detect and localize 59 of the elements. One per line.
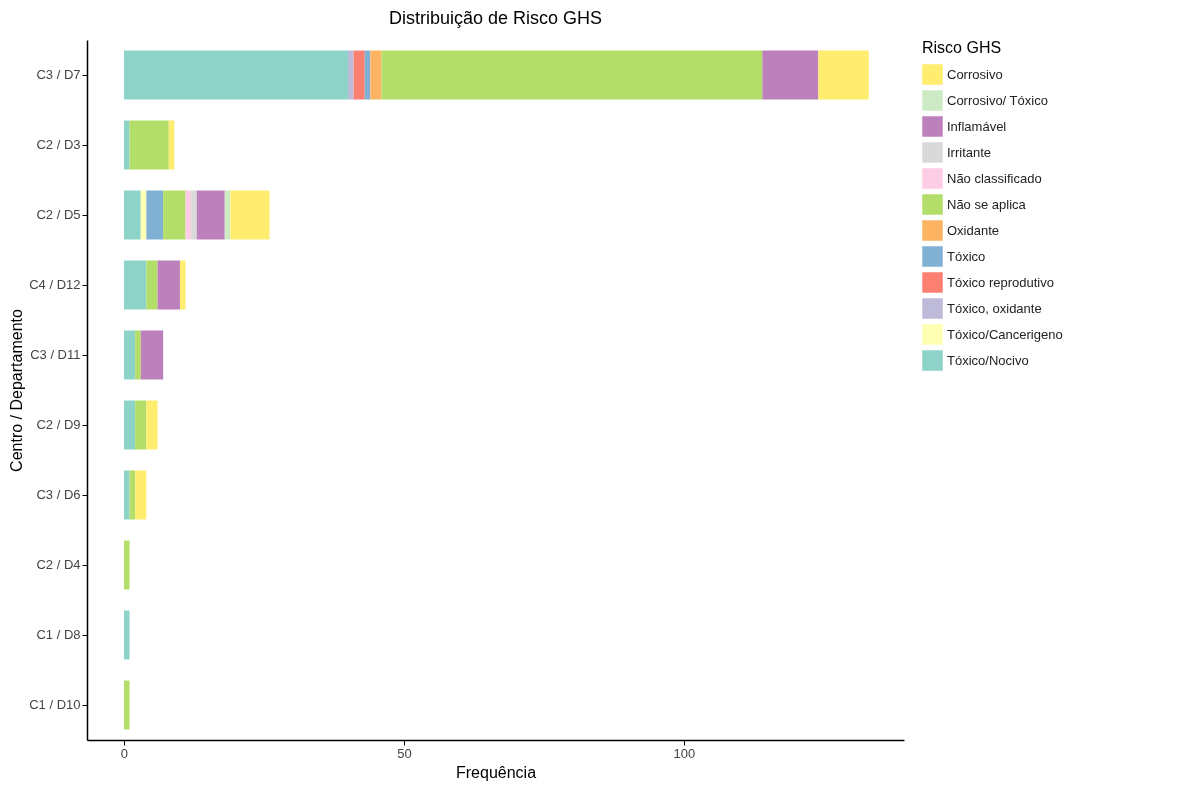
legend-label: Oxidante: [947, 222, 1000, 238]
bar: [347, 50, 354, 100]
legend-label: Não se aplica: [947, 196, 1027, 212]
legend-label: Tóxico/Nocivo: [947, 352, 1029, 368]
bar: [353, 50, 365, 100]
bar: [135, 470, 147, 520]
x-tick-label: 100: [673, 745, 696, 761]
bar: [370, 50, 382, 100]
bar: [163, 190, 186, 240]
legend-label: Tóxico, oxidante: [947, 300, 1042, 316]
bar: [123, 120, 130, 170]
bar: [135, 400, 147, 450]
bar: [230, 190, 270, 240]
bar: [123, 50, 348, 100]
bar: [818, 50, 869, 100]
bar: [196, 190, 225, 240]
x-axis-title: Frequência: [455, 763, 537, 781]
bar: [762, 50, 819, 100]
bar: [135, 330, 141, 380]
bar: [123, 470, 130, 520]
bar: [146, 260, 158, 310]
bar: [123, 330, 136, 380]
bar: [146, 190, 164, 240]
bar: [191, 190, 197, 240]
bar: [129, 120, 169, 170]
bar: [123, 400, 136, 450]
y-tick-label: C4 / D12: [29, 277, 81, 292]
bar: [146, 400, 158, 450]
legend-label: Tóxico/Cancerigeno: [947, 326, 1063, 342]
legend-title: Risco GHS: [922, 39, 1002, 56]
y-tick-label: C2 / D5: [36, 207, 81, 222]
bar: [123, 190, 141, 240]
legend-label: Corrosivo/ Tóxico: [947, 92, 1048, 108]
bar: [179, 260, 186, 310]
bar: [157, 260, 180, 310]
y-axis-title: Centro / Departamento: [8, 309, 26, 472]
legend-label: Corrosivo: [947, 66, 1003, 82]
x-tick-label: 50: [397, 745, 412, 761]
y-tick-label: C1 / D10: [29, 697, 81, 712]
legend-label: Irritante: [947, 144, 992, 160]
bar: [123, 610, 130, 660]
legend-label: Tóxico reprodutivo: [947, 274, 1054, 290]
bar: [381, 50, 763, 100]
y-tick-label: C3 / D11: [30, 347, 81, 362]
legend-label: Inflamável: [947, 118, 1007, 134]
legend-label: Não classificado: [947, 170, 1042, 186]
y-tick-label: C3 / D6: [36, 487, 81, 502]
x-tick-label: 0: [120, 745, 129, 761]
y-tick-label: C3 / D7: [36, 67, 81, 82]
bar: [140, 330, 164, 380]
bar: [123, 260, 147, 310]
y-tick-label: C2 / D4: [36, 557, 81, 572]
bar: [123, 680, 130, 730]
chart-title: Distribuição de Risco GHS: [388, 8, 603, 28]
bar: [123, 540, 130, 590]
y-tick-label: C1 / D8: [36, 627, 81, 642]
y-tick-label: C2 / D9: [36, 417, 81, 432]
legend-label: Tóxico: [947, 248, 986, 264]
y-tick-label: C2 / D3: [36, 137, 81, 152]
